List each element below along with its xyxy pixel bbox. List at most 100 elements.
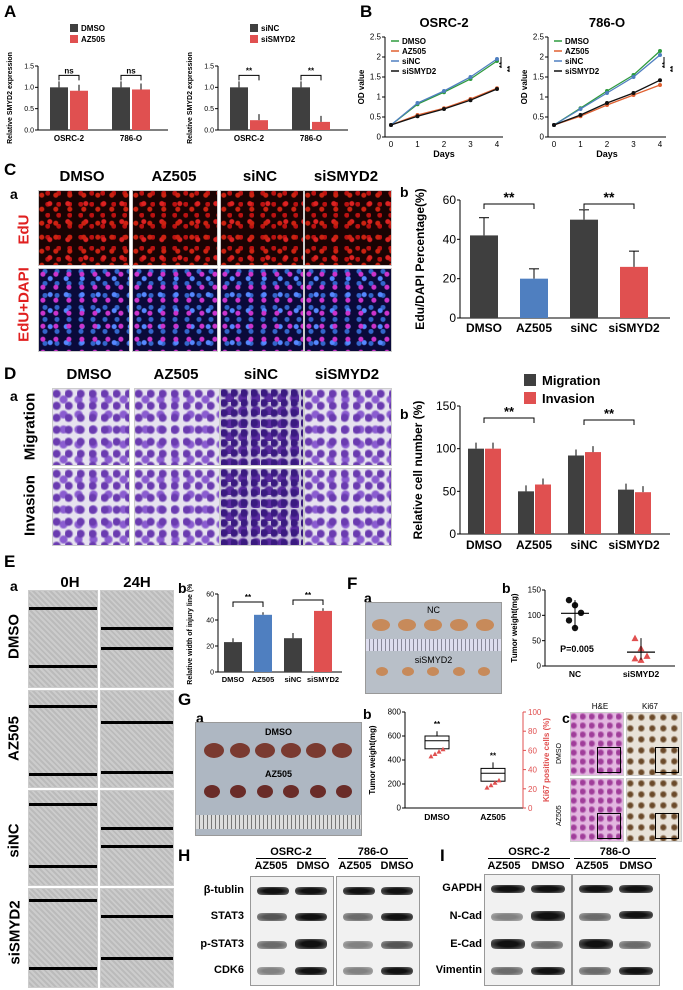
h-row-stat3: STAT3	[210, 910, 244, 922]
bar	[585, 452, 601, 534]
x-tick-label: 1	[415, 140, 420, 149]
g-tumors-az505	[204, 785, 352, 801]
data-point	[658, 53, 662, 57]
c-image-merge-dmso	[38, 268, 130, 352]
significance-bracket	[292, 599, 324, 605]
legend-swatch	[250, 24, 258, 32]
x-axis-label: Days	[433, 149, 455, 159]
data-point	[565, 596, 573, 604]
y2-tick-label: 60	[528, 746, 537, 755]
e-image-dmso-0h	[28, 590, 98, 688]
panel-label-F: F	[347, 574, 358, 593]
significance-label: **	[308, 66, 315, 75]
legend-label: DMSO	[565, 37, 589, 46]
g-ruler	[196, 815, 361, 829]
data-point	[578, 113, 583, 117]
panel-label-I: I	[440, 846, 445, 865]
legend-label: siNC	[565, 57, 583, 66]
i-blot-786o	[572, 874, 660, 986]
y-tick-label: 0	[449, 527, 456, 541]
y-tick-label: 0.5	[533, 113, 545, 122]
gc-col-he: H&E	[591, 702, 609, 711]
y-tick-label: 20	[443, 272, 457, 286]
d-col-dmso: DMSO	[66, 366, 112, 383]
significance-bracket	[300, 74, 322, 81]
ki67-point	[484, 785, 490, 790]
g-photo-label-az505: AZ505	[264, 769, 292, 779]
bar	[132, 89, 150, 130]
e-row-sinc: siNC	[5, 823, 23, 858]
y-tick-label: 50	[443, 484, 457, 498]
e-image-sinc-0h	[28, 790, 98, 886]
g-tumors-dmso	[204, 743, 352, 759]
bar	[230, 87, 248, 130]
y-tick-label: 1.5	[24, 63, 34, 70]
significance-label: ns	[64, 66, 74, 75]
panel-label-H: H	[178, 846, 191, 865]
i-lane-2: DMSO	[531, 860, 565, 872]
box	[480, 767, 506, 782]
chart-db-migration-invasion: 0 50 100 150 Relative cell number (%) Migrati…	[411, 373, 670, 552]
d-image-migration-sinc	[220, 388, 304, 466]
f-ruler	[366, 639, 501, 651]
gc-row-az505: AZ505	[556, 805, 563, 826]
c-image-edu-az505	[132, 190, 218, 266]
legend-label: siNC	[261, 24, 279, 33]
y-tick-label: 50	[532, 636, 541, 645]
e-row-sismyd2: siSMYD2	[6, 900, 24, 965]
box	[424, 735, 450, 750]
x-tick-label: DMSO	[466, 538, 502, 552]
p-value-annotation: P=0.005	[560, 644, 594, 654]
h-row-cdk6: CDK6	[214, 964, 244, 976]
bar	[292, 87, 310, 130]
y-tick-label: 0.5	[204, 106, 214, 113]
d-col-sismyd2: siSMYD2	[314, 366, 380, 383]
gc-image-he-az505	[570, 778, 624, 842]
i-blot-osrc2	[484, 874, 572, 986]
y2-tick-label: 100	[528, 708, 542, 717]
x-tick-label: 2	[442, 140, 447, 149]
i-line-osrc2: OSRC-2	[488, 846, 570, 859]
panel-label-A: A	[4, 2, 17, 21]
legend-label: siSMYD2	[565, 67, 600, 76]
legend-label: AZ505	[81, 35, 106, 44]
c-image-edu-sismyd2	[304, 190, 392, 266]
h-lane-3: AZ505	[338, 860, 372, 872]
significance-label: **	[604, 189, 615, 205]
h-lane-4: DMSO	[380, 860, 414, 872]
f-tumors-nc	[372, 619, 494, 633]
c-image-merge-sinc	[220, 268, 304, 352]
c-image-merge-az505	[132, 268, 218, 352]
y-tick-label: 1.0	[24, 85, 34, 92]
legend-swatch	[70, 35, 78, 43]
significance-label: **	[434, 720, 441, 729]
data-point	[658, 78, 662, 83]
i-lane-3: AZ505	[575, 860, 609, 872]
x-tick-label: 0	[552, 140, 557, 149]
legend-swatch	[524, 392, 536, 404]
d-image-migration-dmso	[52, 388, 130, 466]
ki67-point	[496, 777, 502, 783]
data-point	[631, 91, 636, 95]
significance-bracket	[583, 203, 635, 209]
h-row-btubulin: β-tublin	[203, 884, 244, 896]
d-col-sinc: siNC	[243, 366, 279, 383]
panel-label-B: B	[360, 2, 373, 21]
significance-bracket	[238, 74, 260, 81]
e-col-0h: 0H	[60, 574, 80, 591]
y2-tick-label: 20	[528, 785, 537, 794]
d-row-migration: Migration	[21, 392, 39, 461]
y-axis-label: Tumor weight(mg)	[368, 725, 377, 795]
bar	[468, 448, 484, 534]
data-point	[468, 75, 473, 79]
x-axis-label: Days	[596, 149, 618, 159]
legend-label: Migration	[542, 373, 601, 388]
bar	[250, 120, 268, 130]
y-tick-label: 150	[528, 586, 542, 595]
gc-image-ki67-dmso	[626, 712, 682, 776]
significance-bracket	[120, 74, 142, 81]
panel-label-Gc: c	[562, 710, 570, 726]
y-tick-label: 1.0	[204, 85, 214, 92]
c-col-az505: AZ505	[151, 168, 197, 185]
y-axis-label: Edu/DAPI Percentage(%)	[413, 188, 427, 329]
